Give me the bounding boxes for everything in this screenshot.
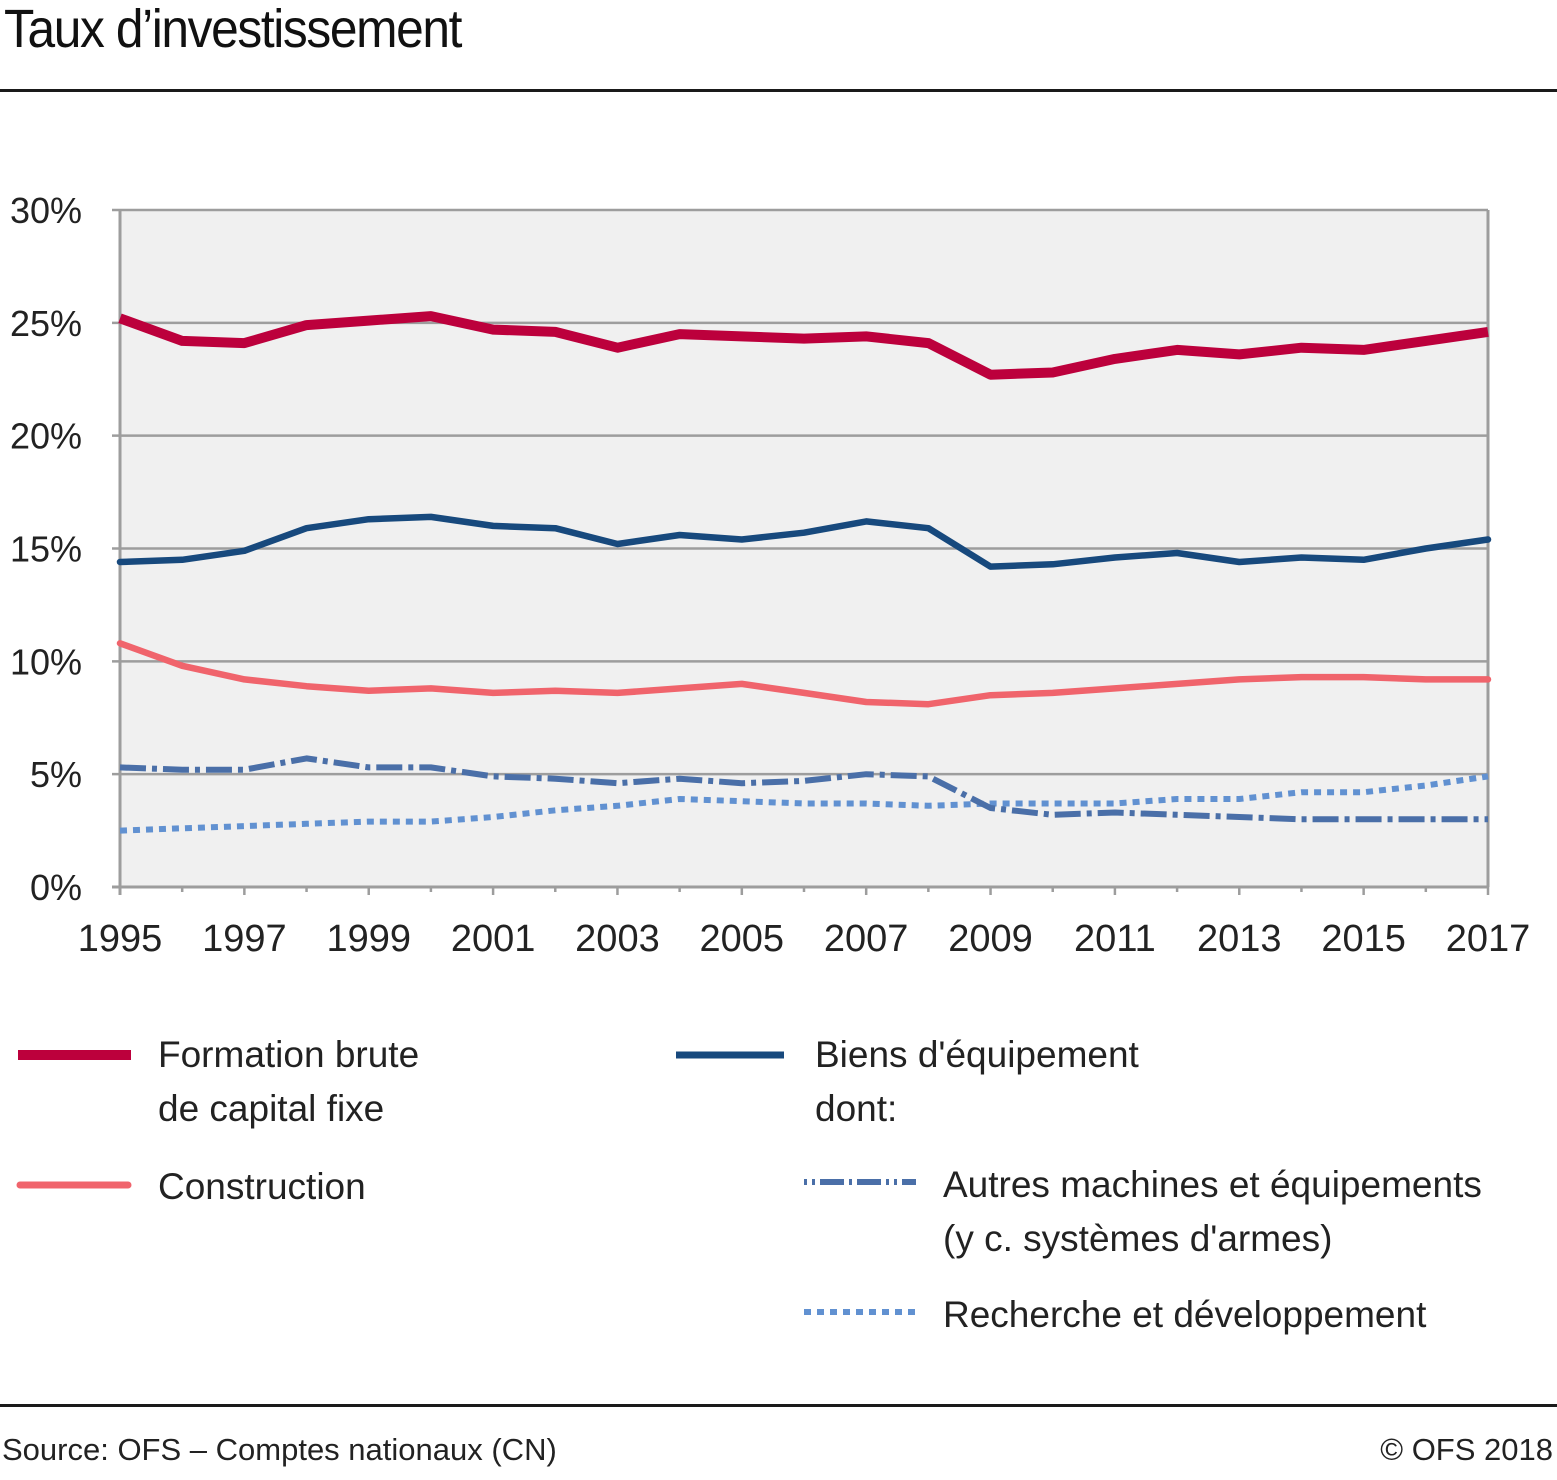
legend-swatch-fbcf bbox=[18, 1050, 131, 1060]
x-tick-label: 2007 bbox=[824, 918, 909, 960]
series-line-fbcf bbox=[118, 311, 1489, 380]
copyright-note: © OFS 2018 bbox=[1380, 1432, 1553, 1467]
legend-label-rd: Recherche et développement bbox=[943, 1294, 1427, 1335]
y-tick-label: 10% bbox=[10, 641, 82, 682]
y-tick-label: 5% bbox=[30, 754, 82, 795]
x-tick-label: 1997 bbox=[202, 918, 287, 960]
x-tick-label: 2017 bbox=[1446, 918, 1531, 960]
legend-swatch-biens bbox=[676, 1051, 784, 1059]
legend-swatch-construction bbox=[16, 1181, 132, 1189]
series-line-biens bbox=[116, 513, 1492, 570]
legend-swatch-autres bbox=[804, 1179, 916, 1185]
series-line-construction bbox=[116, 640, 1492, 708]
x-axis-ticks: 1995 1997 1999 2001 2003 2005 2007 2009 2011 2013… bbox=[78, 887, 1531, 960]
legend-label-autres-line2: (y c. systèmes d'armes) bbox=[943, 1218, 1333, 1259]
legend-label-fbcf-line2: de capital fixe bbox=[158, 1088, 385, 1129]
legend-label-autres-line1: Autres machines et équipements bbox=[943, 1164, 1482, 1205]
legend: Formation brute de capital fixe Construc… bbox=[16, 1034, 1482, 1335]
chart-title: Taux d’investissement bbox=[4, 0, 462, 59]
y-axis-ticks: 0% 5% 10% 15% 20% 25% 30% bbox=[10, 190, 82, 908]
legend-label-biens-line2: dont: bbox=[815, 1088, 898, 1129]
y-tick-label: 25% bbox=[10, 303, 82, 344]
y-tick-label: 15% bbox=[10, 529, 82, 570]
x-tick-label: 2009 bbox=[948, 918, 1033, 960]
source-note: Source: OFS – Comptes nationaux (CN) bbox=[2, 1432, 557, 1467]
y-tick-label: 30% bbox=[10, 190, 82, 231]
gridlines bbox=[112, 208, 1488, 776]
series-line-autres bbox=[119, 755, 1488, 823]
x-tick-label: 2003 bbox=[575, 918, 660, 960]
x-tick-label: 2011 bbox=[1074, 918, 1156, 960]
axes bbox=[112, 210, 1490, 895]
x-tick-label: 2001 bbox=[451, 918, 536, 960]
x-tick-label: 2005 bbox=[700, 918, 785, 960]
x-tick-label: 2015 bbox=[1321, 918, 1406, 960]
legend-swatch-rd bbox=[804, 1309, 916, 1315]
y-tick-label: 20% bbox=[10, 416, 82, 457]
legend-label-construction: Construction bbox=[158, 1166, 366, 1207]
x-tick-label: 2013 bbox=[1197, 918, 1282, 960]
line-chart: 0% 5% 10% 15% 20% 25% 30% 1995 1997 1999 2001 2003… bbox=[10, 190, 1531, 960]
legend-label-fbcf-line1: Formation brute bbox=[158, 1034, 420, 1075]
x-tick-label: 1999 bbox=[326, 918, 411, 960]
y-tick-label: 0% bbox=[30, 867, 82, 908]
series-lines bbox=[116, 311, 1492, 834]
title-divider bbox=[0, 89, 1557, 92]
legend-label-biens-line1: Biens d'équipement bbox=[815, 1034, 1139, 1075]
x-tick-label: 1995 bbox=[78, 918, 163, 960]
footer-divider bbox=[0, 1404, 1557, 1407]
